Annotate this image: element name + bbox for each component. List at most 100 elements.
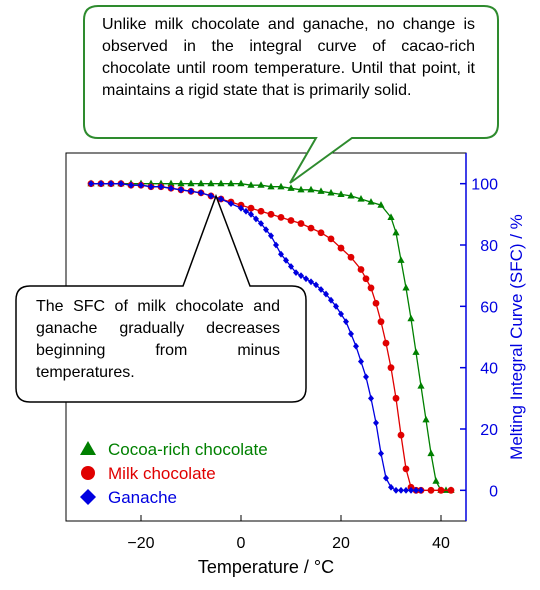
data-point — [307, 224, 315, 232]
data-point — [267, 210, 275, 218]
data-point — [413, 486, 419, 494]
data-point — [168, 184, 174, 192]
data-point — [402, 465, 410, 473]
data-point — [323, 290, 329, 298]
data-point — [277, 214, 285, 221]
data-point — [427, 486, 435, 494]
data-point — [398, 486, 404, 494]
data-point — [177, 179, 185, 187]
data-point — [218, 195, 224, 203]
data-point — [333, 302, 339, 310]
data-point — [108, 180, 114, 188]
x-tick-label: −20 — [127, 535, 154, 552]
legend-marker-milk — [81, 466, 95, 480]
data-point — [257, 207, 265, 215]
y-tick-label: 0 — [489, 483, 498, 500]
data-point — [188, 187, 194, 195]
data-point — [288, 263, 294, 270]
data-point — [362, 275, 370, 283]
data-point — [243, 207, 249, 215]
data-point — [393, 486, 399, 494]
data-point — [373, 419, 379, 427]
data-point — [158, 183, 164, 191]
data-point — [313, 281, 319, 289]
data-point — [363, 373, 369, 381]
series-line-2 — [91, 183, 421, 491]
series-layer — [87, 179, 455, 494]
y-tick-label: 40 — [480, 361, 498, 378]
data-point — [437, 486, 445, 494]
y-axis-label: Melting Integral Curve (SFC) / % — [507, 214, 526, 460]
legend-marker-ganache — [80, 489, 96, 505]
data-point — [238, 204, 244, 212]
data-point — [217, 179, 225, 187]
data-point — [447, 486, 455, 494]
data-point — [403, 486, 409, 494]
data-point — [347, 191, 355, 199]
callout-left-text: The SFC of milk chocolate and ganache gr… — [36, 298, 280, 381]
data-point — [283, 256, 289, 264]
data-point — [372, 299, 380, 307]
data-point — [267, 182, 275, 190]
data-point — [392, 394, 400, 402]
data-point — [228, 200, 234, 207]
data-point — [392, 228, 400, 236]
data-point — [418, 486, 424, 494]
data-point — [377, 201, 385, 208]
data-point — [197, 179, 205, 187]
data-point — [397, 431, 405, 439]
data-point — [427, 449, 435, 457]
data-point — [378, 450, 384, 457]
data-point — [327, 235, 335, 243]
callout-top-text: Unlike milk chocolate and ganache, no ch… — [102, 16, 475, 99]
data-point — [298, 272, 304, 280]
data-point — [287, 184, 295, 191]
data-point — [353, 342, 359, 350]
y-tick-label: 60 — [480, 299, 498, 316]
callout-top-bubble — [83, 5, 499, 184]
data-point — [338, 310, 344, 318]
data-point — [263, 226, 269, 234]
data-point — [307, 185, 315, 193]
axis-ticks: −20 0 20 40 0 20 40 60 80 100 — [127, 177, 498, 552]
data-point — [383, 474, 389, 482]
x-tick-label: 20 — [332, 535, 350, 552]
data-point — [88, 180, 94, 188]
data-point — [273, 241, 279, 249]
data-point — [358, 358, 364, 365]
data-point — [98, 180, 104, 188]
data-point — [308, 278, 314, 286]
callout-left-bubble — [15, 193, 307, 403]
data-point — [247, 181, 255, 188]
x-tick-label: 40 — [432, 535, 450, 552]
data-point — [167, 179, 175, 187]
data-point — [187, 179, 195, 187]
data-point — [248, 210, 254, 218]
data-point — [303, 275, 309, 283]
data-point — [198, 189, 204, 197]
data-point — [317, 229, 325, 237]
data-point — [148, 183, 154, 191]
data-point — [377, 318, 385, 326]
data-point — [343, 318, 349, 326]
data-point — [387, 364, 395, 372]
data-point — [258, 220, 264, 227]
data-point — [237, 179, 245, 187]
data-point — [128, 181, 134, 189]
y-tick-label: 100 — [471, 177, 498, 194]
data-point — [417, 382, 425, 389]
data-point — [337, 190, 345, 197]
data-point — [412, 348, 420, 355]
data-point — [207, 179, 215, 187]
legend-label-ganache: Ganache — [108, 488, 177, 507]
data-point — [257, 181, 265, 188]
data-point — [287, 217, 295, 224]
data-point — [387, 213, 395, 220]
data-point — [397, 256, 405, 263]
data-point — [268, 232, 274, 240]
y-tick-label: 80 — [480, 238, 498, 255]
data-point — [227, 179, 235, 187]
data-point — [357, 266, 365, 273]
data-point — [402, 283, 410, 291]
